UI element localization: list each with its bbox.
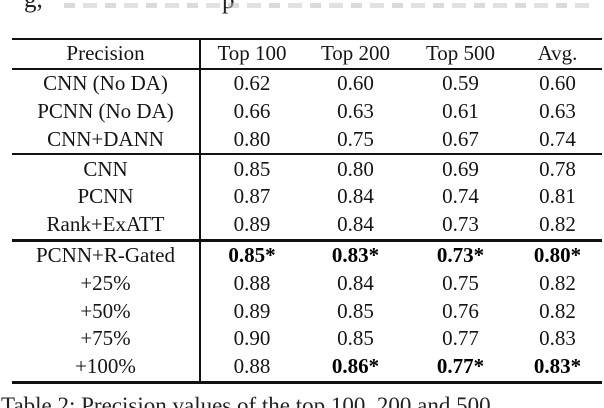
cropped-paragraph-line: g, p — [0, 0, 604, 16]
value-cell: 0.83* — [533, 354, 582, 379]
row-label: PCNN (No DA) — [12, 97, 201, 126]
row-label: +100% — [12, 352, 201, 383]
value-cell: 0.82 — [539, 270, 576, 295]
value-cell: 0.63 — [337, 98, 374, 123]
value-cell: 0.62 — [233, 71, 271, 96]
value-cell: 0.77 — [442, 326, 479, 351]
value-cell: 0.74 — [442, 184, 479, 209]
table-group-baselines: CNN 0.85 0.80 0.69 0.78 PCNN 0.87 0.84 0.74 0.81 R… — [12, 154, 602, 241]
value-cell: 0.89 — [233, 212, 271, 237]
value-cell: 0.88 — [233, 354, 271, 379]
col-header-avg: Avg. — [537, 41, 578, 66]
row-label: PCNN+R-Gated — [12, 240, 201, 270]
value-cell: 0.89 — [233, 298, 271, 323]
value-cell: 0.63 — [539, 98, 576, 123]
value-cell: 0.90 — [233, 326, 271, 351]
value-cell: 0.84 — [337, 184, 374, 209]
value-cell: 0.73* — [436, 242, 485, 267]
value-cell: 0.75 — [442, 270, 479, 295]
value-cell: 0.85* — [228, 242, 276, 267]
value-cell: 0.75 — [337, 126, 374, 151]
table-group-proposed: PCNN+R-Gated 0.85* 0.83* 0.73* 0.80* +25% 0.88… — [12, 240, 602, 383]
value-cell: 0.84 — [337, 212, 374, 237]
value-cell: 0.69 — [442, 156, 479, 181]
value-cell: 0.82 — [539, 298, 576, 323]
row-label: PCNN — [12, 182, 201, 211]
table-row: +75% 0.90 0.85 0.77 0.83 — [12, 324, 602, 353]
value-cell: 0.84 — [337, 270, 374, 295]
value-cell: 0.73 — [442, 212, 479, 237]
precision-table: Precision Top 100 Top 200 Top 500 Avg. C… — [12, 38, 602, 384]
value-cell: 0.87 — [233, 184, 271, 209]
row-label: CNN — [12, 154, 201, 183]
table-row: CNN+DANN 0.80 0.75 0.67 0.74 — [12, 125, 602, 155]
table-row: +50% 0.89 0.85 0.76 0.82 — [12, 297, 602, 325]
col-header-top500: Top 500 — [425, 41, 496, 66]
row-label: Rank+ExATT — [12, 210, 201, 241]
table-row: +25% 0.88 0.84 0.75 0.82 — [12, 269, 602, 298]
faint-text-bottoms — [64, 3, 590, 8]
value-cell: 0.80* — [533, 242, 582, 267]
value-cell: 0.85 — [233, 156, 271, 181]
col-header-top100: Top 100 — [217, 41, 287, 66]
text-fragment-g: g, — [24, 0, 43, 12]
value-cell: 0.82 — [539, 212, 576, 237]
value-cell: 0.80 — [233, 126, 271, 151]
table-row: CNN (No DA) 0.62 0.60 0.59 0.60 — [12, 68, 602, 98]
value-cell: 0.83 — [539, 326, 576, 351]
col-header-precision: Precision — [12, 39, 201, 69]
table-row: PCNN (No DA) 0.66 0.63 0.61 0.63 — [12, 97, 602, 126]
value-cell: 0.76 — [442, 298, 479, 323]
value-cell: 0.60 — [539, 71, 576, 96]
row-label: CNN+DANN — [12, 125, 201, 155]
row-label: +75% — [12, 324, 201, 353]
value-cell: 0.86* — [331, 354, 380, 379]
value-cell: 0.85 — [337, 298, 374, 323]
table-caption: Table 2: Precision values of the top 100… — [1, 393, 491, 408]
table-row: CNN 0.85 0.80 0.69 0.78 — [12, 154, 602, 183]
col-header-top200: Top 200 — [320, 41, 391, 66]
value-cell: 0.80 — [337, 156, 374, 181]
table-row: PCNN+R-Gated 0.85* 0.83* 0.73* 0.80* — [12, 240, 602, 270]
table-group-baselines-noda: CNN (No DA) 0.62 0.60 0.59 0.60 PCNN (No DA) 0… — [12, 68, 602, 155]
value-cell: 0.85 — [337, 326, 374, 351]
row-label: +25% — [12, 269, 201, 298]
value-cell: 0.81 — [539, 184, 576, 209]
row-label: CNN (No DA) — [12, 68, 201, 98]
value-cell: 0.78 — [539, 156, 576, 181]
table-row: PCNN 0.87 0.84 0.74 0.81 — [12, 182, 602, 211]
value-cell: 0.67 — [442, 126, 479, 151]
value-cell: 0.60 — [337, 71, 374, 96]
value-cell: 0.77* — [436, 354, 485, 379]
value-cell: 0.88 — [233, 270, 271, 295]
value-cell: 0.59 — [442, 71, 479, 96]
value-cell: 0.66 — [233, 98, 271, 123]
value-cell: 0.83* — [331, 242, 380, 267]
row-label: +50% — [12, 297, 201, 325]
table-row: Rank+ExATT 0.89 0.84 0.73 0.82 — [12, 210, 602, 241]
header-row: Precision Top 100 Top 200 Top 500 Avg. — [12, 39, 602, 69]
value-cell: 0.61 — [442, 98, 479, 123]
table-header: Precision Top 100 Top 200 Top 500 Avg. — [12, 39, 602, 69]
value-cell: 0.74 — [539, 126, 576, 151]
table-row: +100% 0.88 0.86* 0.77* 0.83* — [12, 352, 602, 383]
